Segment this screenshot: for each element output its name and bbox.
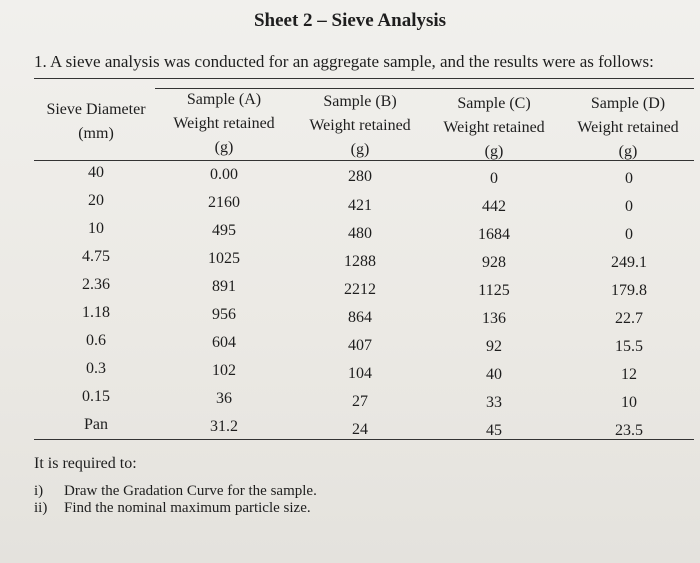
requirement-heading: It is required to: xyxy=(34,455,137,472)
header-line: (g) xyxy=(214,139,234,156)
sample-b-cell: 864 xyxy=(348,309,372,326)
sample-c-cell: 1125 xyxy=(478,282,510,299)
header-line: Sample (C) xyxy=(457,95,531,112)
sample-b-cell: 480 xyxy=(348,225,372,242)
sample-a-cell: 2160 xyxy=(208,194,240,211)
task-number: ii) xyxy=(34,500,48,516)
sample-c-cell: 33 xyxy=(486,394,502,411)
header-line: Sample (B) xyxy=(323,93,397,110)
header-bottom-rule xyxy=(34,160,694,161)
sample-d-cell: 179.8 xyxy=(611,282,647,299)
sample-a-cell: 956 xyxy=(212,306,236,323)
task-item: i) Draw the Gradation Curve for the sampl… xyxy=(34,483,317,500)
sample-d-cell: 0 xyxy=(625,226,633,243)
sample-c-cell: 1684 xyxy=(478,226,510,243)
sample-c-cell: 0 xyxy=(490,170,498,187)
sample-a-cell: 604 xyxy=(212,334,236,351)
sample-d-cell: 22.7 xyxy=(615,310,643,327)
sample-b-cell: 104 xyxy=(348,365,372,382)
sample-a-cell: 36 xyxy=(216,390,232,407)
sieve-size-cell: 0.3 xyxy=(86,360,106,377)
sample-a-cell: 31.2 xyxy=(210,418,238,435)
sample-c-cell: 442 xyxy=(482,198,506,215)
table-bottom-rule xyxy=(34,439,694,440)
header-sample-c: Sample (C) Weight retained (g) xyxy=(430,92,558,164)
header-line: (g) xyxy=(484,143,504,160)
header-sieve-diameter: Sieve Diameter (mm) xyxy=(36,98,156,146)
sieve-size-cell: 10 xyxy=(88,220,104,237)
sample-d-cell: 0 xyxy=(625,170,633,187)
sample-a-cell: 102 xyxy=(212,362,236,379)
sieve-size-cell: 20 xyxy=(88,192,104,209)
sample-d-cell: 249.1 xyxy=(611,254,647,271)
sample-c-cell: 45 xyxy=(486,422,502,439)
task-text: Draw the Gradation Curve for the sample. xyxy=(64,483,317,499)
question-underline xyxy=(34,78,694,79)
sample-a-cell: 0.00 xyxy=(210,166,238,183)
task-number: i) xyxy=(34,483,44,499)
header-line: (g) xyxy=(618,143,638,160)
sample-a-cell: 891 xyxy=(212,278,236,295)
header-line: Weight retained xyxy=(577,119,679,136)
header-line: Sample (A) xyxy=(186,91,262,108)
sample-d-cell: 10 xyxy=(621,394,637,411)
sample-a-cell: 1025 xyxy=(208,250,240,267)
sample-c-cell: 136 xyxy=(482,310,506,327)
task-item: ii) Find the nominal maximum particle siz… xyxy=(34,500,311,517)
header-sample-d: Sample (D) Weight retained (g) xyxy=(564,92,692,164)
sample-c-cell: 928 xyxy=(482,254,506,271)
page-title: Sheet 2 – Sieve Analysis xyxy=(253,10,447,31)
sample-d-cell: 0 xyxy=(625,198,633,215)
task-text: Find the nominal maximum particle size. xyxy=(64,500,311,516)
header-line: (mm) xyxy=(78,125,114,142)
sample-b-cell: 407 xyxy=(348,337,372,354)
question-text: 1. A sieve analysis was conducted for an… xyxy=(34,52,654,71)
header-line: Sample (D) xyxy=(590,95,666,112)
sample-b-cell: 1288 xyxy=(344,253,376,270)
sieve-size-cell: 0.15 xyxy=(82,388,110,405)
sample-b-cell: 27 xyxy=(352,393,368,410)
sample-d-cell: 23.5 xyxy=(615,422,643,439)
header-line: Weight retained xyxy=(173,115,275,132)
sieve-size-cell: 1.18 xyxy=(82,304,110,321)
header-line: Sieve Diameter xyxy=(46,101,146,118)
header-line: Weight retained xyxy=(309,117,411,134)
sieve-size-cell: 2.36 xyxy=(82,276,110,293)
header-sample-a: Sample (A) Weight retained (g) xyxy=(160,88,288,160)
sample-c-cell: 92 xyxy=(486,338,502,355)
sieve-size-cell: Pan xyxy=(84,416,108,433)
sample-d-cell: 15.5 xyxy=(615,338,643,355)
header-line: Weight retained xyxy=(443,119,545,136)
table-top-rule xyxy=(155,88,694,89)
sample-d-cell: 12 xyxy=(621,366,637,383)
sample-c-cell: 40 xyxy=(486,366,502,383)
sample-a-cell: 495 xyxy=(212,222,236,239)
sample-b-cell: 421 xyxy=(348,197,372,214)
sample-b-cell: 2212 xyxy=(344,281,376,298)
sieve-size-cell: 0.6 xyxy=(86,332,106,349)
sieve-size-cell: 4.75 xyxy=(82,248,110,265)
sample-b-cell: 280 xyxy=(348,168,372,185)
header-sample-b: Sample (B) Weight retained (g) xyxy=(296,90,424,162)
header-line: (g) xyxy=(350,141,370,158)
sieve-size-cell: 40 xyxy=(88,164,104,181)
sample-b-cell: 24 xyxy=(352,421,368,438)
